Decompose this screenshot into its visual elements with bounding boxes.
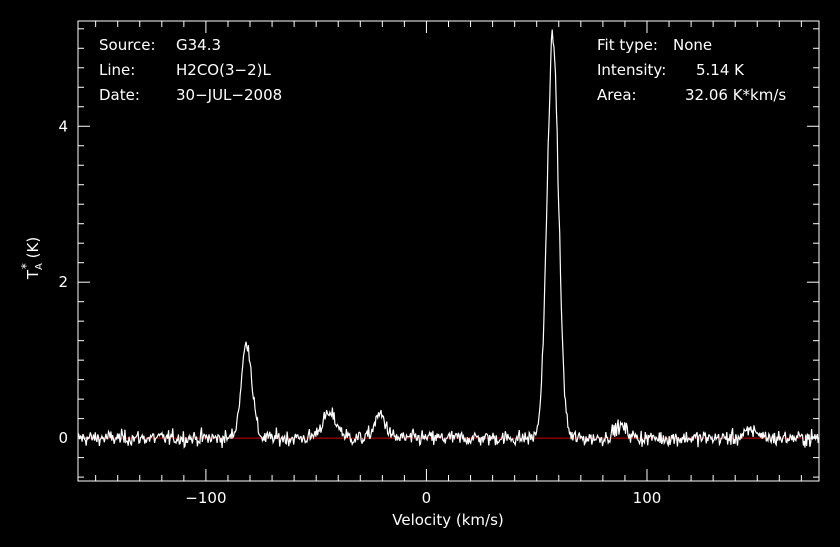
x-tick-label: 0	[422, 489, 432, 507]
area-value: 32.06 K*km/s	[685, 86, 786, 104]
x-tick-label: −100	[185, 489, 226, 507]
y-axis-label-sub: A	[34, 263, 45, 270]
y-axis-label-unit: (K)	[24, 237, 42, 263]
x-tick-label: 100	[633, 489, 662, 507]
date-value: 30−JUL−2008	[176, 86, 282, 104]
spectrum-line	[77, 29, 820, 449]
line-value: H2CO(3−2)L	[176, 61, 271, 79]
area-label: Area:	[597, 86, 637, 104]
y-axis-label-main: T	[24, 269, 42, 280]
x-axis-label: Velocity (km/s)	[392, 511, 503, 529]
intensity-label: Intensity:	[597, 61, 666, 79]
y-axis-label: TA* (K)	[19, 237, 45, 280]
y-axis-label-sup: *	[19, 263, 33, 269]
source-value: G34.3	[176, 36, 221, 54]
line-label: Line:	[99, 61, 135, 79]
y-tick-label: 0	[58, 429, 68, 447]
source-label: Source:	[99, 36, 156, 54]
date-label: Date:	[99, 86, 140, 104]
y-tick-label: 4	[58, 117, 68, 135]
fit-type-label: Fit type:	[597, 36, 658, 54]
svg-text:TA* (K): TA* (K)	[19, 237, 45, 280]
y-tick-label: 2	[58, 273, 68, 291]
fit-type-value: None	[673, 36, 712, 54]
intensity-value: 5.14 K	[696, 61, 745, 79]
